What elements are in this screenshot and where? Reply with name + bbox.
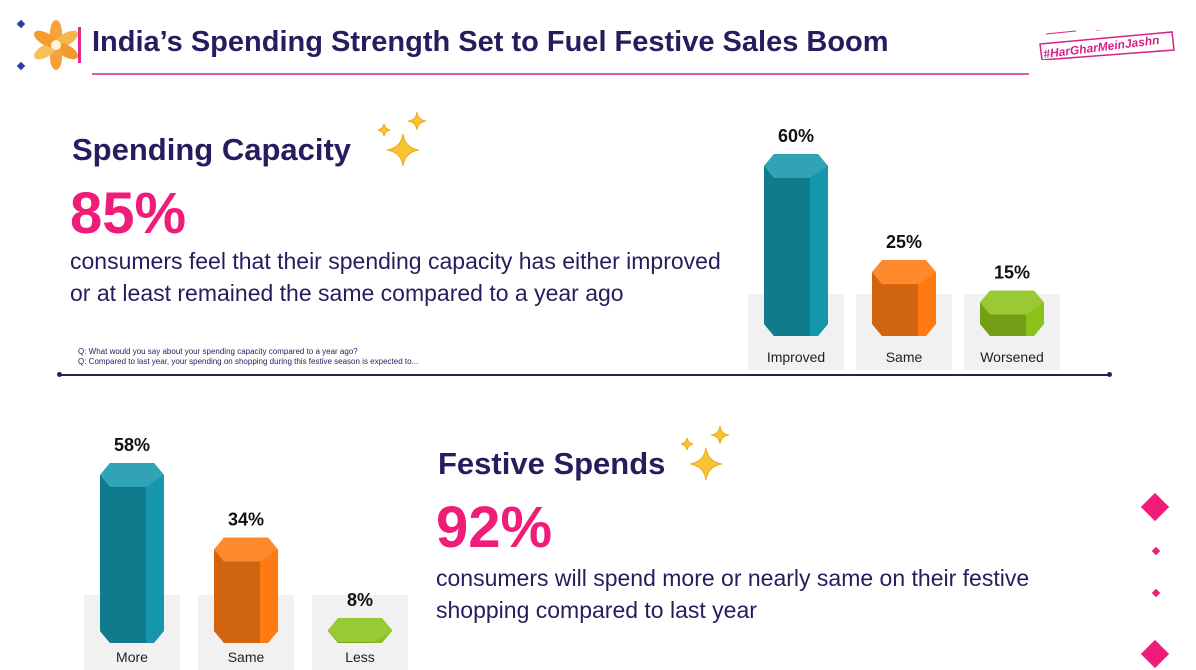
spending-capacity-chart: 60% Improved 25% Same 15% Worsened	[748, 126, 1060, 370]
category-label-same: Same	[886, 349, 923, 365]
survey-question-2: Q: Compared to last year, your spending …	[78, 357, 419, 366]
data-label-improved: 60%	[778, 126, 814, 146]
sparkles-icon	[680, 425, 730, 481]
festive-spends-heading: Festive Spends	[438, 446, 666, 481]
bar-same	[872, 260, 936, 336]
data-label-less: 8%	[347, 590, 373, 610]
category-label-less: Less	[345, 649, 375, 665]
festive-spends-chart: 58% More 34% Same 8% Less	[84, 435, 408, 670]
bar-worsened	[980, 290, 1044, 336]
section-divider	[60, 374, 1110, 376]
data-label-same: 25%	[886, 232, 922, 252]
category-label-same: Same	[228, 649, 265, 665]
spending-capacity-heading: Spending Capacity	[72, 132, 352, 167]
data-label-same: 34%	[228, 509, 264, 529]
bar-same	[214, 537, 278, 643]
logo	[14, 12, 84, 82]
bar-more	[100, 463, 164, 643]
divider-dot	[57, 372, 62, 377]
spending-capacity-description: consumers feel that their spending capac…	[70, 248, 721, 306]
page-title: India’s Spending Strength Set to Fuel Fe…	[92, 26, 889, 58]
divider-dot	[1107, 372, 1112, 377]
bar-improved	[764, 154, 828, 336]
sparkles-icon	[377, 111, 427, 167]
diya-flower-icon	[33, 20, 79, 70]
category-label-more: More	[116, 649, 148, 665]
decor-diamond	[1140, 492, 1170, 522]
survey-question-1: Q: What would you say about your spendin…	[78, 347, 358, 356]
spending-capacity-stat: 85%	[70, 181, 187, 246]
decor-diamond	[1151, 588, 1161, 598]
festive-spends-stat: 92%	[436, 495, 553, 560]
bar-less	[328, 618, 392, 643]
decor-diamond	[1151, 546, 1161, 556]
category-label-worsened: Worsened	[980, 349, 1044, 365]
data-label-more: 58%	[114, 435, 150, 455]
data-label-worsened: 15%	[994, 263, 1030, 283]
category-label-improved: Improved	[767, 349, 825, 365]
hashtag-badge: #HarGharMeinJashn	[1036, 30, 1178, 61]
decor-diamond	[1140, 639, 1170, 669]
title-underline	[92, 73, 1029, 75]
festive-spends-description: consumers will spend more or nearly same…	[436, 565, 1030, 623]
title-accent-bar	[78, 27, 81, 63]
